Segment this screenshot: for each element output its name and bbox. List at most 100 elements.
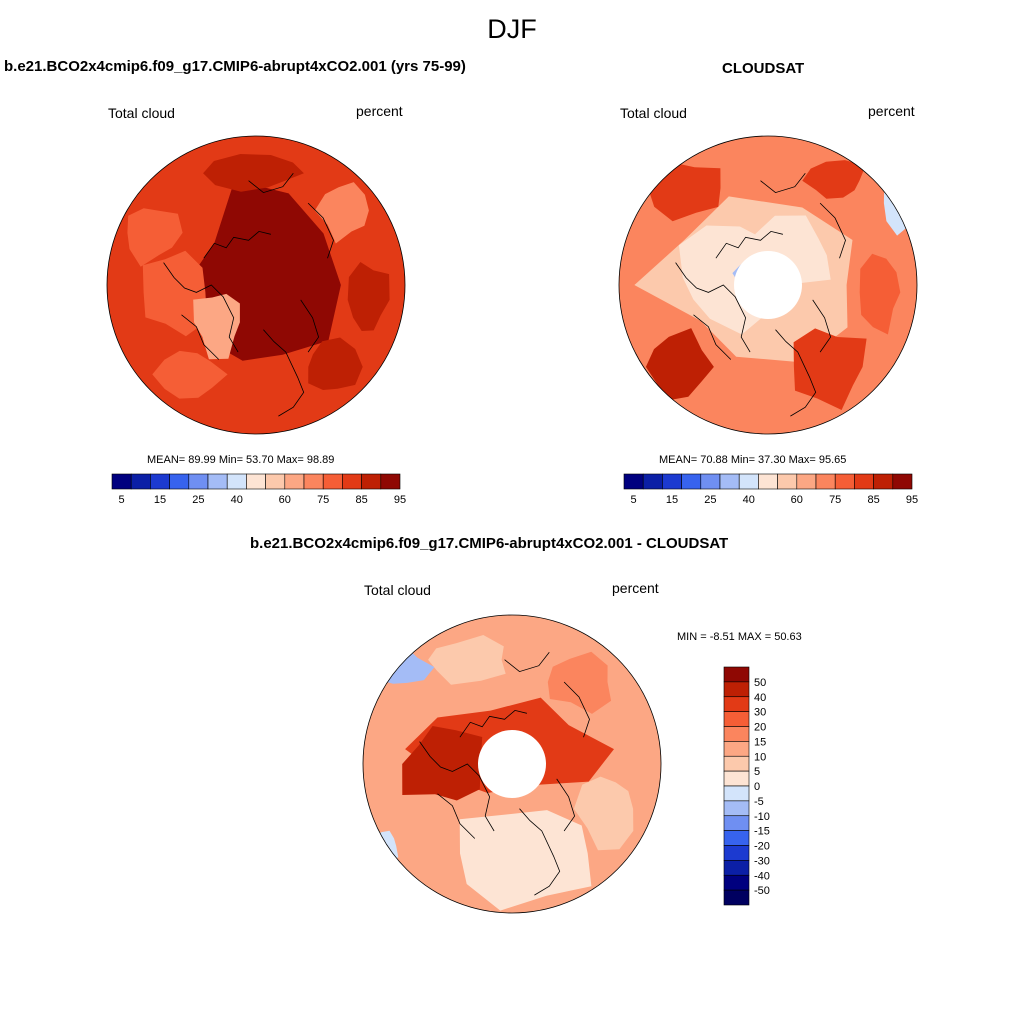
coastline [300,299,320,353]
coastline [775,329,817,417]
colorbar-swatch [723,845,750,861]
cloud-field-patch [648,163,721,222]
coastline [819,202,846,259]
colorbar-tick-label: 40 [754,692,766,704]
colorbar-tick-label: 95 [906,494,918,506]
polar-data-gap [734,251,802,319]
cloud-field-patch [193,293,240,360]
colorbar-tick-label: 50 [754,677,766,689]
coastline [248,173,294,194]
colorbar-swatch [723,770,750,787]
colorbar-tick-label: -15 [754,826,770,838]
polar-data-gap [478,730,546,798]
obs-panel-title: CLOUDSAT [722,60,805,77]
cloud-field-patch [347,262,390,331]
model-stats: MEAN= 89.99 Min= 53.70 Max= 98.89 [147,454,335,466]
colorbar-swatch [723,666,750,683]
colorbar-tick-label: 15 [154,494,166,506]
coastline [519,808,561,896]
map-field [363,615,661,913]
coastline [563,681,590,738]
colorbar-tick-label: 20 [754,722,766,734]
colorbar-tick-label: 40 [743,494,755,506]
diff-stats: MIN = -8.51 MAX = 50.63 [677,631,802,643]
coastline [760,173,806,194]
colorbar-tick-label: 30 [754,707,766,719]
cloud-field-patch [793,328,867,410]
colorbar-swatch [892,473,913,490]
diff-variable-label: Total cloud [364,582,431,598]
colorbar-tick-label: 5 [754,766,760,778]
cloud-field-patch [802,160,866,199]
coastline [715,230,783,259]
colorbar-tick-label: -40 [754,870,770,882]
cloud-field-patch [203,154,304,192]
coastline [556,778,576,832]
colorbar-tick-label: -50 [754,885,770,897]
coastline [459,709,527,738]
coastline [437,793,476,839]
colorbar-tick-label: -10 [754,811,770,823]
colorbar-tick-label: -20 [754,841,770,853]
colorbar-tick-label: -30 [754,855,770,867]
page-title: DJF [487,14,537,44]
colorbar-tick-label: 10 [754,751,766,763]
colorbar-swatch [723,830,750,846]
map-boundary [362,614,662,914]
obs-units-label: percent [868,103,915,119]
cloud-field-patch [859,253,901,335]
colorbar-swatch [723,711,750,727]
colorbar-swatch [723,889,750,906]
cloud-field-patch [314,182,369,244]
diff-panel-title: b.e21.BCO2x4cmip6.f09_g17.CMIP6-abrupt4x… [250,535,729,552]
colorbar-swatch [723,755,750,772]
colorbar-swatch [723,860,750,876]
colorbar-tick-label: 75 [829,494,841,506]
colorbar-tick-label: 85 [867,494,879,506]
colorbar-swatch [723,696,750,712]
coastline [419,741,495,832]
map-boundary [618,135,918,435]
colorbar-tick-label: 40 [231,494,243,506]
coastline [504,652,550,673]
cloud-field-patch [645,328,714,401]
coastline [203,230,271,259]
cloud-field-patch [308,337,363,390]
obs-stats: MEAN= 70.88 Min= 37.30 Max= 95.65 [659,454,847,466]
colorbar-swatch [723,815,750,831]
colorbar-tick-label: 25 [704,494,716,506]
obs-variable-label: Total cloud [620,105,687,121]
colorbar-swatch [723,681,750,698]
colorbar-swatch [723,874,750,891]
colorbar-tick-label: 15 [666,494,678,506]
colorbar-tick-label: 0 [754,781,760,793]
cloud-field-patch [428,635,506,685]
colorbar-swatch [723,785,750,802]
colorbar-tick-label: 60 [791,494,803,506]
cloud-field-patch [547,651,612,714]
map-field [107,136,405,434]
coastline [263,329,305,417]
cloud-field-patch [152,350,228,399]
coastline [693,314,732,360]
colorbar-swatch [380,473,401,490]
colorbar-tick-label: 85 [355,494,367,506]
cloud-field-patch [142,250,207,337]
colorbar-tick-label: 95 [394,494,406,506]
cloud-field-patch [127,208,183,267]
colorbar-swatch [723,800,750,817]
diff-units-label: percent [612,580,659,596]
coastline [181,314,220,360]
colorbar-tick-label: 60 [279,494,291,506]
coastline [675,262,751,353]
model-variable-label: Total cloud [108,105,175,121]
colorbar-tick-label: 15 [754,736,766,748]
colorbar-tick-label: -5 [754,796,764,808]
model-units-label: percent [356,103,403,119]
